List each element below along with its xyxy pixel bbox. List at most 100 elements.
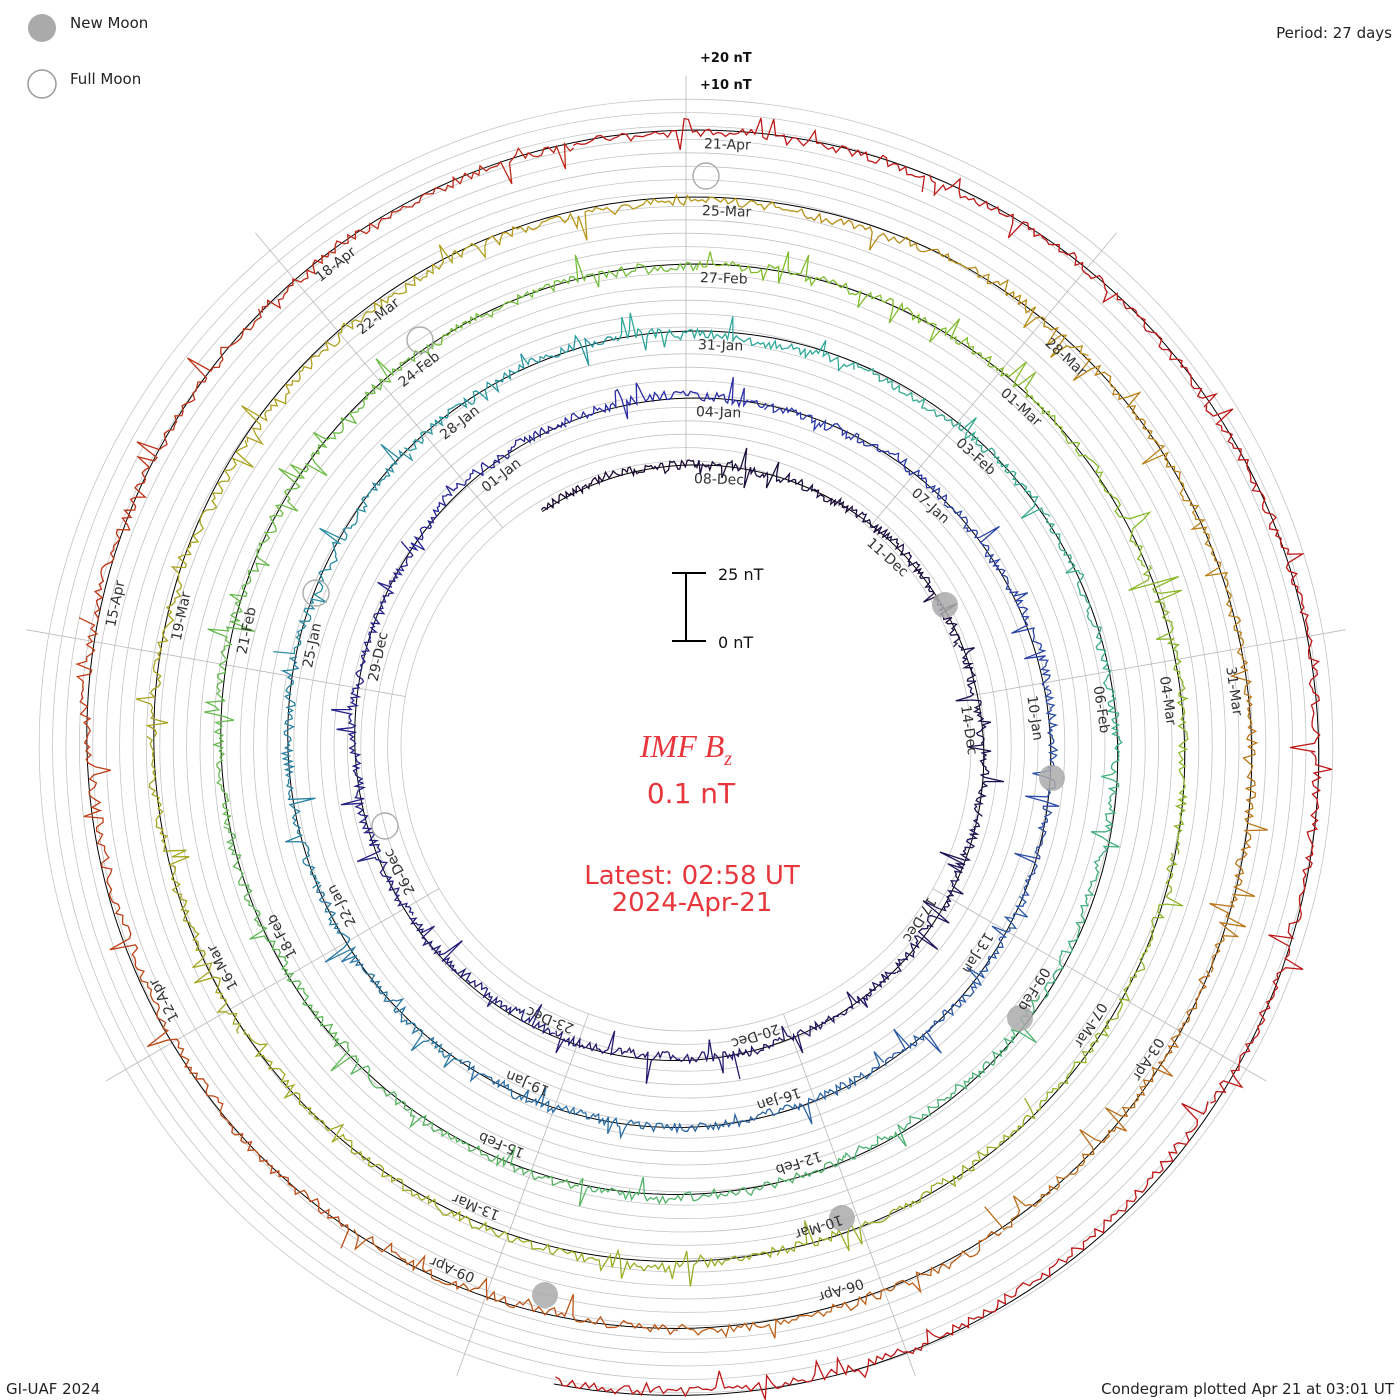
series-line: [241, 240, 488, 446]
date-label: 03-Apr: [1129, 1035, 1167, 1083]
series-line: [1036, 852, 1184, 1111]
date-label: 21-Feb: [235, 606, 260, 656]
new-moon-marker: [1007, 1005, 1033, 1031]
series-line: [280, 656, 321, 889]
series-line: [673, 1051, 885, 1135]
footer-plotted: Condegram plotted Apr 21 at 03:01 UT: [1101, 1380, 1395, 1398]
series-line: [955, 644, 1005, 817]
date-label: 10-Jan: [1023, 695, 1045, 742]
date-label: 13-Jan: [959, 929, 996, 976]
date-label: 31-Mar: [1222, 666, 1245, 717]
series-line: [735, 971, 897, 1058]
series-line: [1043, 757, 1120, 1000]
series-line: [984, 970, 1211, 1231]
full-moon-label: Full Moon: [70, 70, 141, 88]
series-line: [844, 995, 1041, 1160]
grid-spoke: [868, 232, 1118, 528]
date-label: 31-Jan: [698, 337, 744, 354]
full-moon-marker: [406, 326, 434, 354]
series-line: [475, 1221, 777, 1287]
series-line: [616, 312, 855, 372]
date-label: 18-Feb: [264, 911, 301, 961]
scale-bar: 25 nT 0 nT: [672, 565, 764, 652]
series-line: [243, 1029, 477, 1229]
date-label: 25-Mar: [702, 203, 752, 220]
series-line: [696, 447, 858, 515]
full-moon-marker: [692, 162, 720, 190]
latest-time: Latest: 02:58 UT: [584, 861, 800, 891]
date-label: 22-Mar: [354, 295, 403, 338]
grid-spoke: [966, 629, 1346, 697]
series-line: [256, 343, 434, 558]
center-title-main: IMF B: [639, 728, 724, 764]
new-moon-marker: [532, 1282, 558, 1308]
period-label: Period: 27 days: [1276, 24, 1392, 42]
center-readout: IMF Bz 0.1 nT Latest: 02:58 UT 2024-Apr-…: [584, 728, 800, 918]
date-label: 12-Feb: [773, 1147, 823, 1177]
series-line: [340, 733, 414, 916]
series-line: [856, 362, 1051, 519]
scale-bar-top-label: 25 nT: [718, 565, 764, 584]
legend: New Moon Full Moon: [27, 14, 148, 99]
series-line: [967, 342, 1152, 568]
grid-spoke: [783, 1013, 916, 1376]
date-label: 01-Jan: [479, 455, 524, 496]
date-label: 01-Mar: [997, 385, 1045, 430]
series-line: [223, 826, 358, 1072]
date-label: 27-Feb: [700, 270, 748, 287]
series-line: [1209, 643, 1269, 973]
center-value: 0.1 nT: [647, 777, 736, 810]
date-label: 03-Feb: [952, 435, 998, 479]
moon-markers: [302, 162, 1065, 1308]
date-label: 13-Mar: [450, 1190, 502, 1223]
date-label: 14-Dec: [957, 704, 980, 756]
series-line: [135, 440, 254, 738]
date-label: 06-Feb: [1090, 685, 1113, 735]
series-line: [555, 1030, 741, 1084]
series-line: [1072, 358, 1245, 644]
series-line: [943, 503, 1052, 687]
series-line: [926, 1101, 1209, 1344]
series-line: [431, 254, 698, 348]
date-label: 21-Apr: [704, 136, 751, 153]
grid-spoke: [254, 232, 504, 528]
series-layer: [75, 117, 1333, 1400]
series-line: [572, 117, 926, 193]
series-line: [801, 208, 1089, 358]
center-title-sub: z: [723, 748, 732, 770]
series-line: [485, 193, 803, 247]
series-line: [564, 377, 767, 424]
series-line: [459, 1060, 676, 1140]
grid-spoke: [26, 629, 406, 697]
full-moon-icon: [27, 69, 57, 99]
date-label: 15-Apr: [103, 579, 128, 628]
date-labels: 08-Dec11-Dec14-Dec17-Dec20-Dec23-Dec26-D…: [103, 136, 1245, 1304]
series-line: [316, 884, 463, 1068]
series-line: [134, 965, 350, 1249]
series-line: [677, 1230, 1002, 1339]
date-label: 04-Jan: [696, 404, 742, 421]
date-label: 20-Dec: [729, 1020, 781, 1051]
date-label: 15-Feb: [476, 1128, 526, 1161]
ring-label-plus10: +10 nT: [700, 78, 752, 93]
latest-date: 2024-Apr-21: [612, 888, 773, 918]
date-label: 23-Dec: [524, 1003, 576, 1036]
full-moon-marker: [371, 812, 399, 840]
series-line: [540, 459, 698, 511]
series-line: [93, 308, 262, 622]
series-line: [695, 251, 969, 346]
full-moon-marker: [302, 579, 330, 607]
new-moon-marker: [1039, 765, 1065, 791]
series-line: [1014, 685, 1060, 899]
series-line: [353, 1229, 679, 1336]
date-label: 24-Feb: [396, 349, 443, 391]
series-line: [1210, 751, 1333, 1104]
series-line: [1045, 518, 1123, 758]
series-line: [555, 1342, 928, 1400]
series-line: [855, 510, 961, 648]
series-line: [330, 540, 414, 736]
series-line: [1205, 405, 1321, 753]
series-line: [763, 403, 948, 504]
new-moon-label: New Moon: [70, 14, 148, 32]
